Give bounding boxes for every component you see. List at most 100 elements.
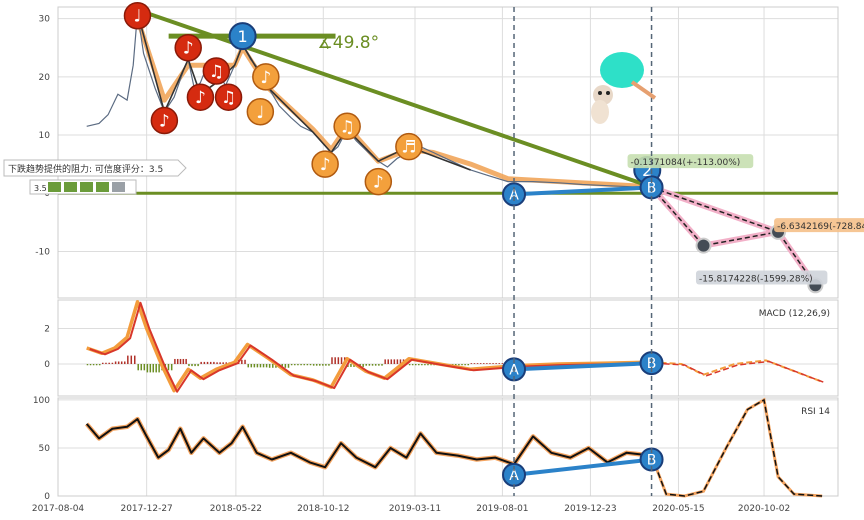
y-tick-label: 100	[33, 396, 50, 406]
note-glyph: ♫	[221, 88, 236, 108]
macd-hist-bar	[396, 359, 399, 364]
price-frame	[57, 6, 839, 299]
macd-hist-bar	[124, 361, 126, 364]
macd-hist-bar	[167, 364, 170, 371]
score-value: 3.5	[34, 184, 47, 193]
macd-hist-bar	[340, 357, 343, 364]
macd-title: MACD (12,26,9)	[759, 309, 830, 319]
macd-hist-bar	[206, 361, 209, 364]
macd-hist-bar	[98, 364, 101, 366]
macd-hist-bar	[225, 362, 227, 364]
macd-hist-bar	[287, 364, 290, 368]
macd-hist-bar	[486, 363, 488, 364]
x-tick-label: 2020-10-02	[738, 504, 790, 514]
macd-hist-bar	[492, 363, 494, 364]
score-face-icon	[48, 182, 61, 192]
x-tick-label: 2018-10-12	[297, 504, 349, 514]
note-glyph: ♩	[256, 103, 264, 123]
macd-hist-bar	[241, 359, 243, 364]
macd-hist-bar	[146, 364, 149, 373]
macd-hist-bar	[222, 362, 224, 364]
note-glyph: ♬	[401, 138, 416, 158]
forecast-label: -15.8174228(-1599.28%)	[699, 275, 813, 285]
macd-hist-bar	[319, 364, 321, 366]
x-tick-label: 2019-03-11	[389, 504, 441, 514]
marker-circle	[228, 22, 257, 51]
note-marker	[311, 150, 339, 178]
note-marker	[252, 63, 280, 91]
macd-hist-bar	[501, 363, 504, 364]
macd-hist-bar	[294, 364, 296, 366]
macd-hist-bar	[209, 361, 212, 364]
note-glyph: ♪	[320, 155, 331, 175]
y-tick-label: -10	[35, 247, 50, 257]
marker-label: 2	[642, 161, 652, 180]
macd-hist-bar	[143, 364, 146, 371]
macd-hist-bar	[408, 364, 411, 366]
y-tick-label: 0	[44, 360, 50, 370]
macd-hist-bar	[262, 364, 265, 368]
macd-hist-bar	[92, 364, 95, 366]
segment-ab	[513, 457, 652, 477]
macd-hist-bar	[253, 364, 256, 368]
resistance-caption: 下跌趋势提供的阻力: 可信度评分：3.5	[8, 163, 163, 175]
macd-hist-bar	[265, 364, 268, 368]
macd-hist-bar	[203, 361, 206, 364]
forecast-upper	[651, 186, 817, 286]
macd-hist-bar	[368, 364, 371, 366]
macd-hist-bar	[158, 364, 160, 373]
macd-hist-bar	[464, 364, 466, 366]
x-tick-label: 2019-08-01	[476, 504, 528, 514]
macd-hist-bar	[197, 364, 199, 367]
macd-hist-bar	[424, 364, 426, 366]
macd-hist-bar	[111, 362, 114, 364]
macd-hist-bar	[350, 364, 352, 367]
x-tick-label: 2017-12-27	[120, 504, 172, 514]
macd-hist-bar	[353, 364, 355, 367]
macd-hist-bar	[325, 364, 327, 366]
macd-hist-bar	[381, 364, 383, 366]
macd-hist-bar	[127, 355, 129, 364]
forecast-label: -0.1371084(+-113.00%)	[631, 158, 741, 168]
macd-hist-bar	[303, 364, 305, 366]
macd-hist-bar	[137, 364, 139, 371]
marker-label: 1	[238, 27, 248, 46]
rsi-frame	[57, 397, 839, 497]
macd-hist-bar	[216, 362, 218, 364]
macd-hist-bar	[495, 363, 497, 364]
macd-hist-bar	[213, 361, 215, 364]
y-tick-label: 50	[39, 444, 51, 454]
macd-hist-bar	[315, 364, 318, 366]
macd-hist-bar	[95, 364, 98, 366]
macd-hist-bar	[105, 362, 107, 364]
segment-ab	[513, 185, 652, 197]
note-glyph: ♩	[133, 7, 141, 27]
y-tick-label: 30	[39, 15, 51, 25]
forecast-label-box	[627, 154, 754, 169]
macd-hist-bar	[191, 364, 193, 367]
macd-hist-bar	[194, 364, 196, 367]
segment-ab	[513, 361, 652, 372]
macd-hist-bar	[455, 364, 457, 366]
forecast-label-box	[774, 218, 864, 233]
macd-panel: MACD (12,26,9)AB	[86, 300, 830, 393]
macd-hist-bar	[384, 359, 386, 364]
pattern-line	[136, 12, 471, 171]
segment-point-label: B	[647, 356, 657, 372]
macd-hist-bar	[421, 364, 423, 366]
note-marker	[186, 83, 215, 111]
macd-hist-bar	[374, 364, 377, 366]
macd-hist-bar	[300, 364, 302, 366]
macd-hist-bar	[399, 359, 402, 364]
rsi-line	[85, 418, 652, 469]
macd-hist-bar	[322, 364, 324, 366]
macd-hist-bar	[312, 364, 315, 366]
macd-hist-bar	[418, 364, 420, 366]
y-tick-label: 10	[39, 131, 51, 141]
macd-hist-bar	[268, 364, 271, 368]
macd-hist-bar	[140, 364, 143, 371]
macd-hist-bar	[182, 358, 185, 364]
macd-hist-bar	[498, 363, 501, 364]
macd-hist-bar	[334, 357, 336, 364]
